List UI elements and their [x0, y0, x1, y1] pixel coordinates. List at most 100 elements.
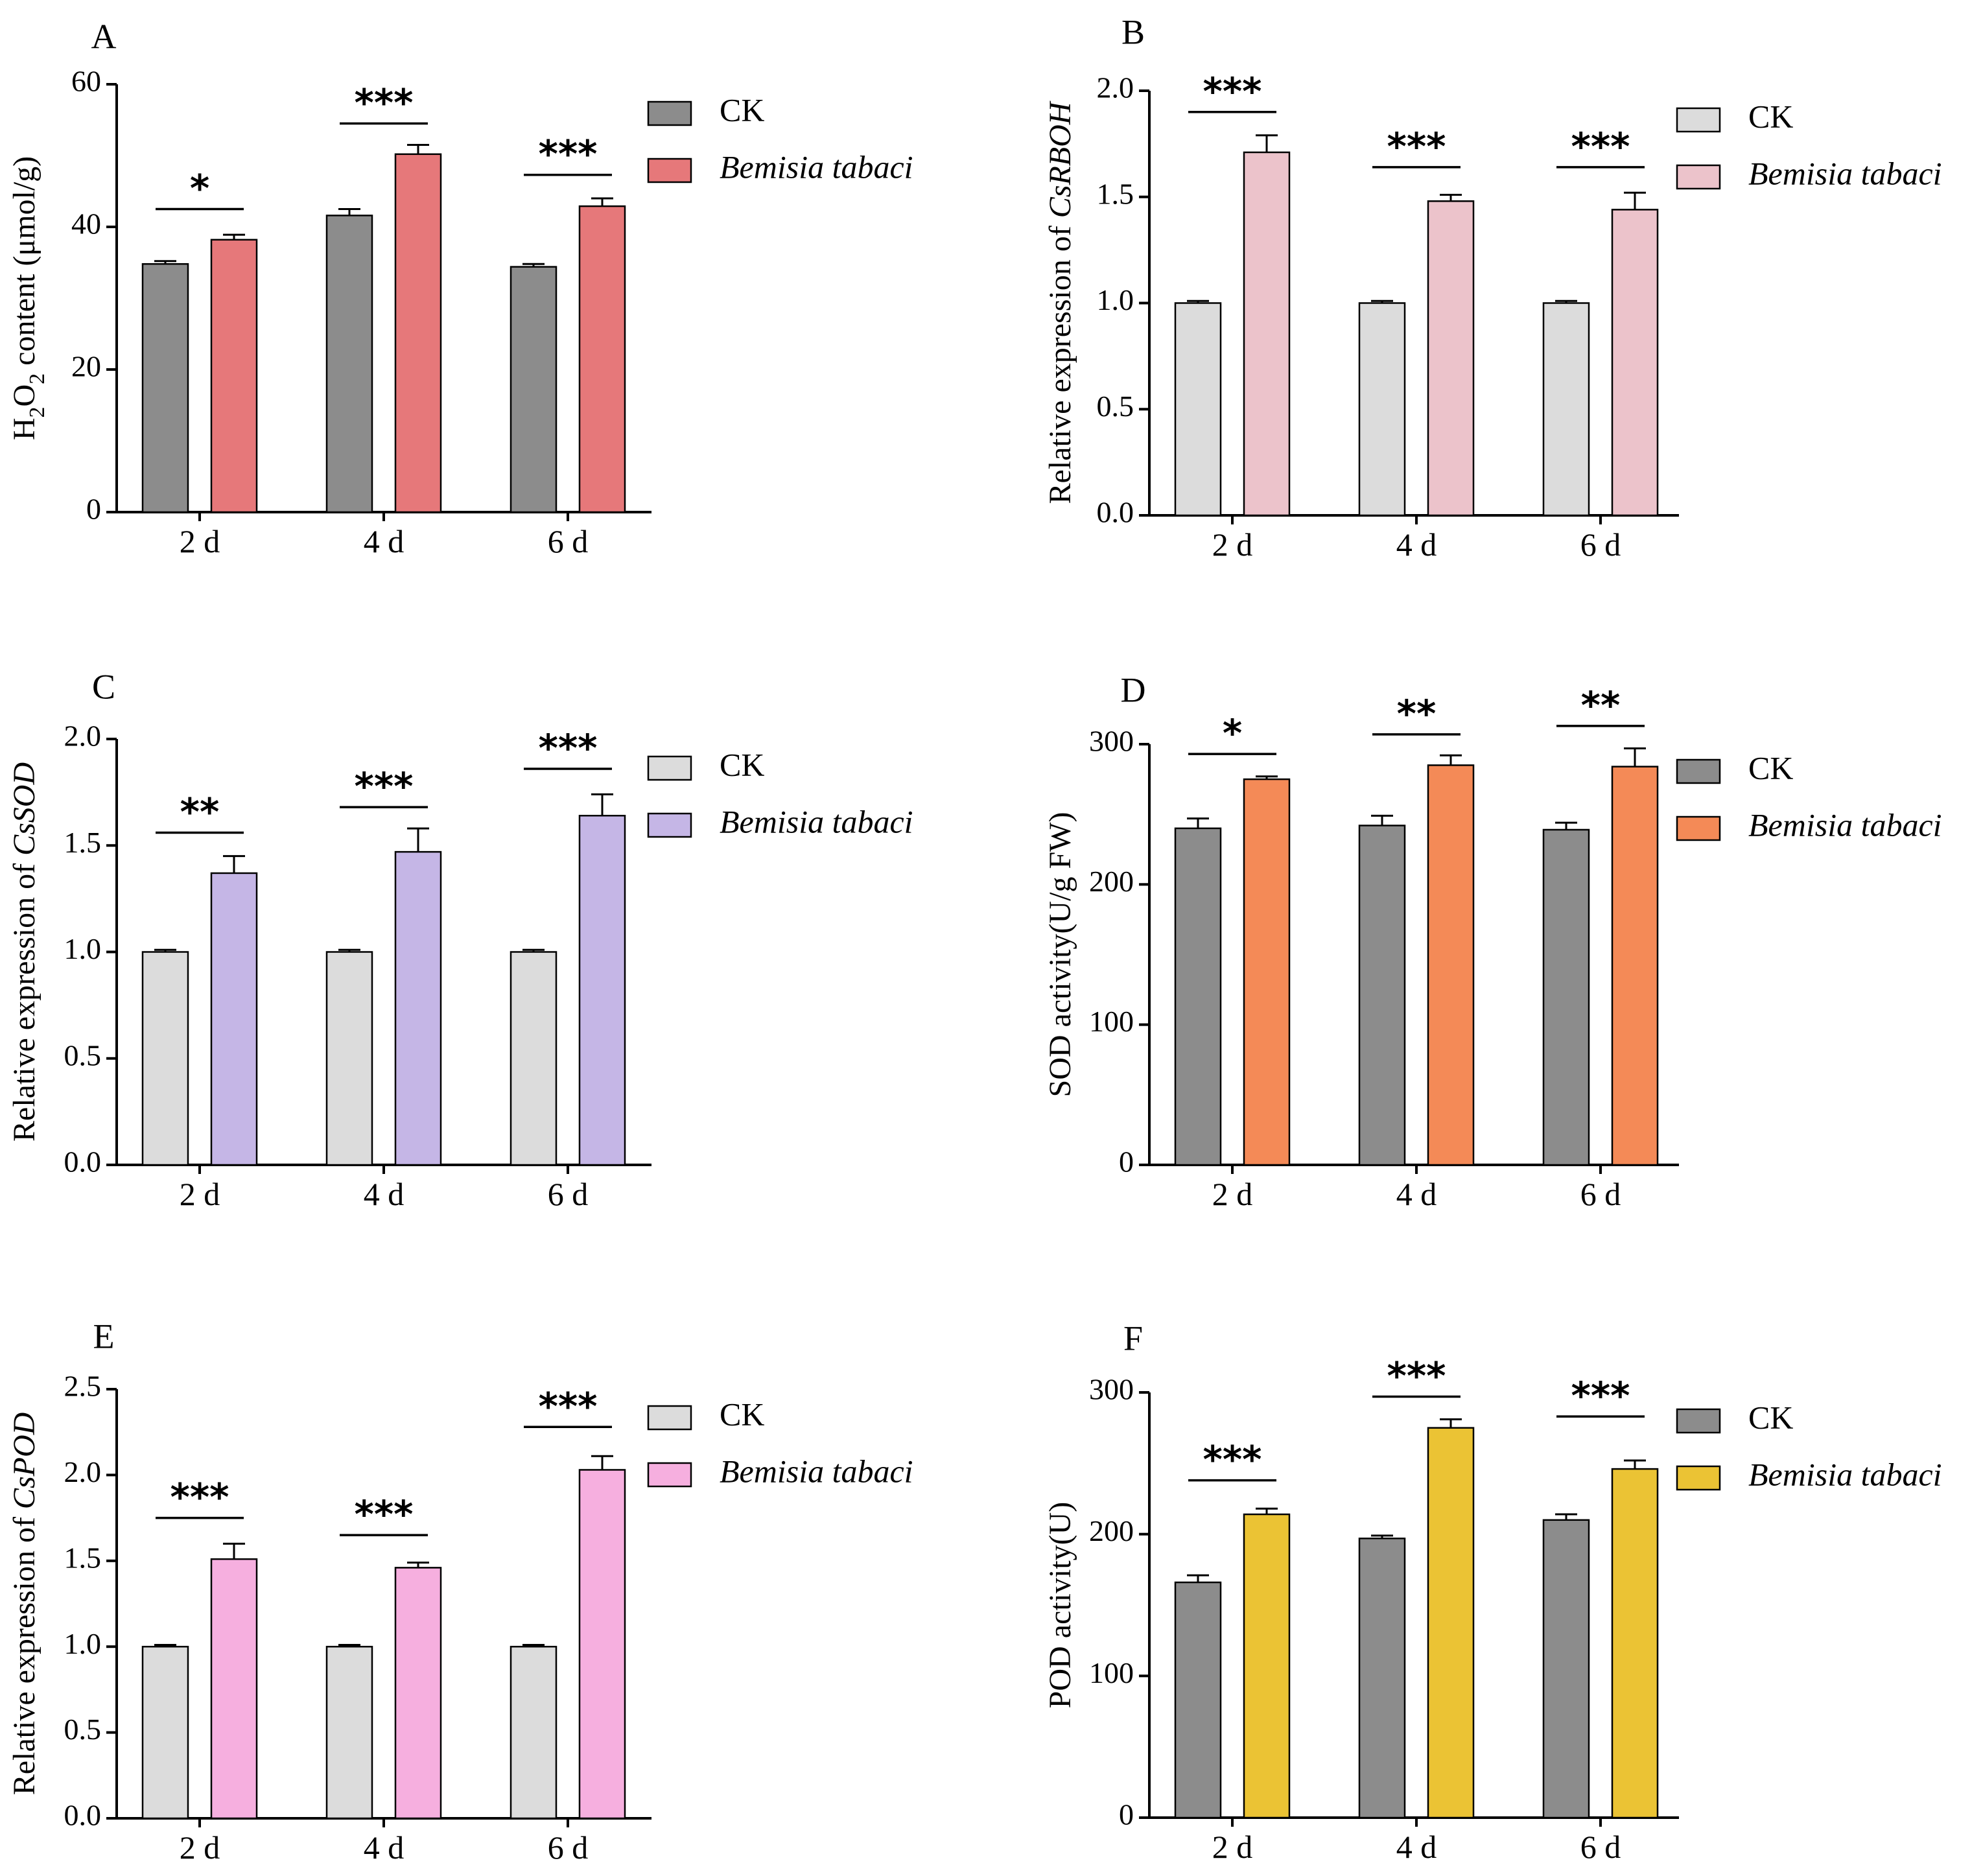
x-tick-label: 2 d — [1212, 1176, 1253, 1212]
panel-E: E 0.0 0.5 1.0 1.5 2.0 2.5 Relative expression o… — [7, 1317, 913, 1866]
significance-label: *** — [355, 1492, 414, 1536]
significance-label: *** — [1203, 1438, 1262, 1482]
legend-swatch — [1676, 1408, 1721, 1434]
significance-label: *** — [1387, 1354, 1446, 1398]
x-tick-label: 6 d — [1580, 526, 1621, 563]
significance-label: ** — [1397, 692, 1437, 736]
x-tick-label: 4 d — [364, 1176, 405, 1212]
panel-B: B 0.0 0.5 1.0 1.5 2.0 Relative expression of C… — [1043, 12, 1942, 563]
x-tick-label: 6 d — [548, 1829, 589, 1866]
error-bar — [1187, 1574, 1209, 1583]
error-bar — [1256, 134, 1278, 152]
error-bar — [1440, 1418, 1462, 1428]
bar-bemisia-2d — [210, 1558, 258, 1820]
error-bar — [1371, 1534, 1393, 1539]
bar-bemisia-6d — [1611, 1468, 1659, 1819]
y-tick-label: 1.5 — [1097, 177, 1134, 210]
significance-label: *** — [1571, 1374, 1630, 1418]
x-tick-label: 4 d — [1396, 1176, 1437, 1212]
bar-bemisia-6d — [578, 205, 626, 513]
error-bar — [154, 1644, 176, 1647]
y-tick-label: 2.0 — [1097, 71, 1134, 104]
y-tick-label: 0 — [86, 493, 101, 526]
y-tick-label: 2.5 — [64, 1370, 102, 1403]
y-tick-label: 1.0 — [1097, 283, 1134, 316]
error-bar — [223, 233, 245, 240]
bar-ck-6d — [510, 1645, 557, 1820]
legend-swatch — [647, 812, 692, 838]
significance-label: *** — [539, 726, 598, 770]
error-bar — [1256, 775, 1278, 780]
legend-label: CK — [720, 1396, 764, 1432]
legend-swatch — [1676, 164, 1721, 190]
x-tick-label: 6 d — [548, 1176, 589, 1212]
y-tick-label: 1.5 — [64, 1541, 102, 1574]
y-axis-label: Relative expression of CsPOD — [7, 1413, 41, 1796]
y-axis-label: POD activity(U) — [1043, 1502, 1077, 1709]
error-bar — [522, 948, 545, 952]
error-bar — [1555, 299, 1577, 303]
y-tick-label: 200 — [1089, 865, 1134, 898]
bar-ck-4d — [325, 1645, 373, 1820]
bar-bemisia-4d — [1427, 1427, 1475, 1819]
significance-label: ** — [180, 790, 220, 834]
bar-ck-6d — [1542, 1519, 1590, 1819]
y-tick-label: 300 — [1089, 1373, 1134, 1406]
bar-bemisia-2d — [1243, 778, 1291, 1166]
y-tick-label: 100 — [1089, 1005, 1134, 1038]
legend-label: Bemisia tabaci — [1748, 155, 1942, 191]
bar-bemisia-4d — [394, 153, 442, 513]
y-tick-label: 0.0 — [64, 1145, 102, 1178]
y-axis-label: Relative expression of CsRBOH — [1043, 100, 1077, 504]
legend-label: CK — [1748, 1399, 1793, 1435]
significance-label: *** — [170, 1475, 229, 1519]
y-tick-label: 60 — [71, 65, 101, 98]
bar-bemisia-2d — [210, 872, 258, 1166]
y-tick-label: 0.5 — [64, 1038, 102, 1072]
bar-ck-2d — [1174, 302, 1222, 517]
y-tick-label: 2.0 — [64, 720, 102, 753]
legend-swatch — [647, 158, 692, 183]
x-tick-label: 2 d — [180, 1829, 220, 1866]
bar-ck-4d — [325, 951, 373, 1166]
y-tick-label: 0 — [1119, 1798, 1134, 1831]
significance-label: *** — [539, 132, 598, 176]
y-axis-label: SOD activity(U/g FW) — [1043, 812, 1077, 1097]
bar-ck-2d — [141, 951, 189, 1166]
panel-D: D 0 100 200 300 SOD activity(U/g FW) 2 d * 4 d **… — [1043, 670, 1942, 1212]
error-bar — [1371, 299, 1393, 303]
error-bar — [407, 144, 429, 154]
significance-label: * — [1223, 711, 1242, 755]
significance-label: *** — [355, 81, 414, 125]
bar-ck-4d — [1358, 302, 1406, 517]
significance-label: *** — [355, 764, 414, 808]
bar-bemisia-4d — [1427, 764, 1475, 1166]
significance-label: * — [190, 167, 209, 211]
legend-label: CK — [720, 746, 764, 782]
significance-label: *** — [539, 1384, 598, 1428]
bar-bemisia-4d — [394, 1567, 442, 1820]
legend-label: CK — [1748, 749, 1793, 786]
error-bar — [1624, 191, 1646, 210]
bar-bemisia-2d — [210, 239, 258, 513]
error-bar — [1256, 1507, 1278, 1515]
x-tick-label: 2 d — [1212, 1829, 1253, 1865]
bar-bemisia-6d — [1611, 209, 1659, 517]
y-tick-label: 2.0 — [64, 1455, 102, 1488]
legend-label: Bemisia tabaci — [720, 148, 913, 185]
significance-label: *** — [1203, 69, 1262, 113]
bar-ck-2d — [1174, 827, 1222, 1166]
panel-label-F: F — [1123, 1319, 1143, 1357]
legend-label: Bemisia tabaci — [720, 803, 913, 839]
bar-ck-2d — [141, 1645, 189, 1820]
error-bar — [1555, 821, 1577, 830]
bar-ck-4d — [1358, 1537, 1406, 1819]
bar-bemisia-6d — [578, 1469, 626, 1820]
error-bar — [1187, 299, 1209, 303]
error-bar — [1624, 1459, 1646, 1470]
error-bar — [1371, 814, 1393, 826]
y-axis-label: H2O2 content (μmol/g) — [7, 156, 49, 440]
error-bar — [223, 855, 245, 873]
y-tick-label: 0.5 — [64, 1713, 102, 1746]
